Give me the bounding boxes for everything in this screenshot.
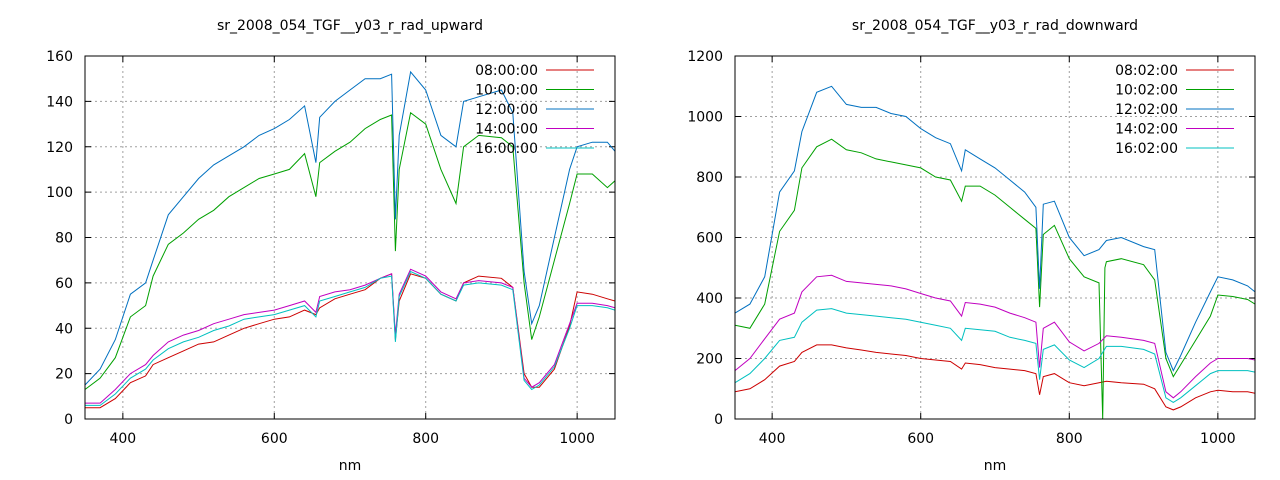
x-tick-label: 400 — [109, 431, 136, 447]
y-tick-label: 1200 — [687, 49, 723, 65]
y-tick-label: 140 — [46, 94, 73, 110]
x-tick-label: 1000 — [559, 431, 595, 447]
y-tick-label: 200 — [696, 352, 723, 368]
y-tick-label: 60 — [55, 276, 73, 292]
series-line — [85, 273, 615, 409]
series-line — [735, 344, 1255, 411]
legend-label: 14:00:00 — [475, 122, 538, 138]
y-tick-label: 100 — [46, 185, 73, 201]
x-tick-label: 1000 — [1200, 431, 1236, 447]
y-tick-label: 600 — [696, 231, 723, 247]
y-tick-label: 80 — [55, 231, 73, 247]
y-tick-label: 800 — [696, 170, 723, 186]
series-line — [735, 85, 1255, 372]
y-tick-label: 0 — [64, 412, 73, 428]
y-tick-label: 0 — [714, 412, 723, 428]
legend-label: 10:02:00 — [1115, 83, 1178, 99]
series-line — [85, 268, 615, 404]
x-axis-label: nm — [339, 458, 362, 474]
plot-frame — [734, 55, 1256, 420]
legend-label: 16:02:00 — [1115, 141, 1178, 157]
x-tick-label: 800 — [1056, 431, 1083, 447]
y-tick-label: 120 — [46, 140, 73, 156]
x-axis-label: nm — [984, 458, 1007, 474]
chart-2: sr_2008_054_TGF__y03_r_rad_downward 400 60… — [687, 18, 1256, 474]
y-tick-label: 400 — [696, 291, 723, 307]
y-tick-label: 1000 — [687, 110, 723, 126]
x-tick-label: 600 — [261, 431, 288, 447]
series-line — [735, 274, 1255, 399]
legend-label: 10:00:00 — [475, 83, 538, 99]
chart-title: sr_2008_054_TGF__y03_r_rad_downward — [852, 18, 1138, 34]
series-line — [85, 270, 615, 406]
chart-title: sr_2008_054_TGF__y03_r_rad_upward — [217, 18, 483, 34]
x-tick-label: 400 — [759, 431, 786, 447]
series-line — [735, 308, 1255, 403]
x-tick-label: 600 — [907, 431, 934, 447]
legend-label: 16:00:00 — [475, 141, 538, 157]
legend-label: 12:00:00 — [475, 102, 538, 118]
y-tick-label: 20 — [55, 367, 73, 383]
legend-label: 14:02:00 — [1115, 122, 1178, 138]
legend-label: 12:02:00 — [1115, 102, 1178, 118]
y-tick-label: 160 — [46, 49, 73, 65]
series-line — [735, 138, 1255, 419]
plot-frame — [84, 55, 616, 420]
x-tick-label: 800 — [412, 431, 439, 447]
y-tick-label: 40 — [55, 321, 73, 337]
series-line — [85, 111, 615, 390]
legend-label: 08:00:00 — [475, 63, 538, 79]
legend-label: 08:02:00 — [1115, 63, 1178, 79]
series-line — [85, 70, 615, 386]
